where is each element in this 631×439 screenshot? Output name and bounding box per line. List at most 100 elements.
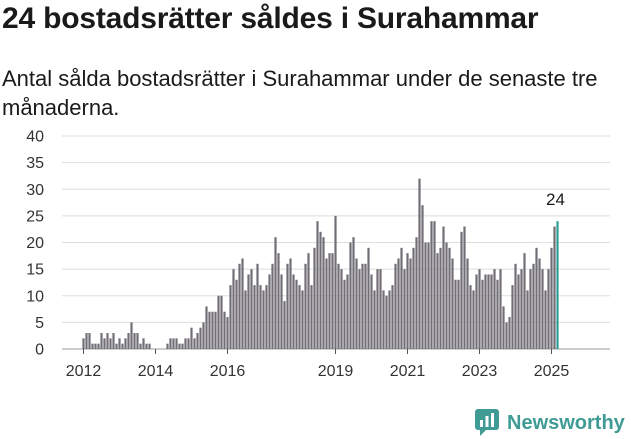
chart-bar xyxy=(508,317,511,349)
chart-bar xyxy=(283,301,286,349)
chart-bar xyxy=(262,290,265,349)
chart-bar xyxy=(244,290,247,349)
chart-bar xyxy=(457,279,460,349)
chart-bar xyxy=(139,343,142,349)
chart-bar xyxy=(469,285,472,349)
chart-bar xyxy=(403,269,406,350)
y-tick-label: 20 xyxy=(26,235,44,252)
chart-bar xyxy=(487,274,490,349)
chart-bar xyxy=(385,295,388,349)
chart-bar xyxy=(253,285,256,349)
brand-name: Newsworthy xyxy=(507,411,625,434)
chart-bar xyxy=(376,269,379,350)
chart-bar xyxy=(406,253,409,349)
chart-bars xyxy=(82,178,559,350)
chart-bar xyxy=(118,338,121,349)
chart-bar xyxy=(547,269,550,350)
chart-bar xyxy=(511,285,514,349)
chart-bar xyxy=(382,290,385,349)
chart-bar xyxy=(94,343,97,349)
chart-bar xyxy=(142,338,145,349)
chart-bar xyxy=(271,263,274,349)
chart-bar xyxy=(430,221,433,349)
chart-bar xyxy=(451,258,454,349)
chart-bar xyxy=(85,333,88,349)
chart-bar xyxy=(505,322,508,350)
chart-bar xyxy=(259,285,262,349)
chart-bar xyxy=(241,258,244,349)
y-tick-label: 25 xyxy=(26,208,44,225)
chart-bar xyxy=(166,343,169,349)
chart-bar xyxy=(226,317,229,349)
chart-bar xyxy=(235,279,238,349)
chart-bar xyxy=(124,338,127,349)
chart-bar xyxy=(436,253,439,349)
chart-bar xyxy=(289,258,292,349)
chart-bar xyxy=(274,237,277,349)
x-tick-label: 2014 xyxy=(138,363,174,380)
chart-bar xyxy=(268,274,271,349)
chart-bar xyxy=(445,242,448,349)
y-tick-label: 0 xyxy=(35,342,44,359)
chart-bar xyxy=(340,269,343,350)
chart-bar xyxy=(529,269,532,350)
chart-bar xyxy=(328,253,331,349)
chart-bar xyxy=(301,290,304,349)
chart-bar xyxy=(367,247,370,349)
chart-bar xyxy=(532,263,535,349)
chart-bar xyxy=(205,306,208,349)
chart-bar xyxy=(295,279,298,349)
chart-bar xyxy=(313,247,316,349)
chart-bar xyxy=(127,333,130,349)
chart-bar xyxy=(178,343,181,349)
page-title: 24 bostadsrätter såldes i Surahammar xyxy=(2,2,539,35)
chart-bar xyxy=(91,343,94,349)
chart-bar xyxy=(280,274,283,349)
chart-bar xyxy=(130,322,133,350)
chart-bar xyxy=(82,338,85,349)
chart-bar xyxy=(256,263,259,349)
chart-bar xyxy=(379,269,382,350)
chart-bar xyxy=(148,343,151,349)
chart-bar xyxy=(478,269,481,350)
chart-bar xyxy=(370,274,373,349)
chart-bar xyxy=(202,322,205,350)
y-tick-label: 15 xyxy=(26,262,44,279)
chart-bar xyxy=(496,279,499,349)
chart-bar xyxy=(184,338,187,349)
chart-bar xyxy=(538,258,541,349)
chart-bar xyxy=(544,290,547,349)
chart-bar xyxy=(190,327,193,349)
chart-bar xyxy=(214,311,217,349)
chart-bar xyxy=(229,285,232,349)
chart-bar xyxy=(454,279,457,349)
x-tick-label: 2025 xyxy=(534,363,570,380)
chart-bar xyxy=(388,290,391,349)
chart-bar xyxy=(232,269,235,350)
chart-bar xyxy=(310,285,313,349)
chart-subtitle: Antal sålda bostadsrätter i Surahammar u… xyxy=(2,66,598,120)
brand-logo: Newsworthy xyxy=(475,408,625,438)
chart-bar xyxy=(250,269,253,350)
chart-bar xyxy=(199,327,202,349)
chart-bar xyxy=(97,343,100,349)
chart-bar xyxy=(286,263,289,349)
chart-bar xyxy=(172,338,175,349)
chart-bar xyxy=(421,205,424,349)
chart-bar xyxy=(208,311,211,349)
y-tick-label: 40 xyxy=(26,129,44,146)
chart-bar xyxy=(292,274,295,349)
chart-bar xyxy=(466,258,469,349)
chart-bar xyxy=(187,338,190,349)
chart-bar xyxy=(472,290,475,349)
chart-bar xyxy=(517,274,520,349)
chart-bar xyxy=(514,263,517,349)
chart-bar xyxy=(88,333,91,349)
chart-bar xyxy=(115,343,118,349)
x-tick-label: 2016 xyxy=(210,363,246,380)
chart-bar xyxy=(373,290,376,349)
chart-bar xyxy=(217,295,220,349)
chart-bar xyxy=(475,274,478,349)
chart-bar xyxy=(193,338,196,349)
